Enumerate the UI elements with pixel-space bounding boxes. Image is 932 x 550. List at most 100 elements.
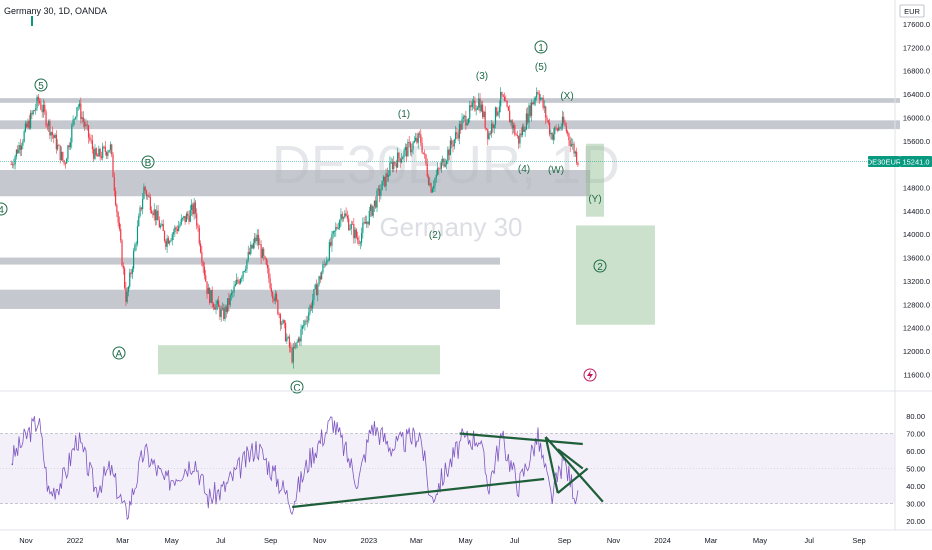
green-zone bbox=[158, 345, 440, 375]
candle-body bbox=[156, 210, 158, 221]
candle-body bbox=[573, 143, 575, 154]
candle-body bbox=[49, 121, 51, 136]
candle-body bbox=[86, 124, 88, 126]
candle-body bbox=[411, 149, 413, 153]
candle-body bbox=[72, 119, 74, 126]
candle-body bbox=[376, 190, 378, 208]
wave-label-2-paren: (2) bbox=[429, 230, 441, 241]
candle-body bbox=[326, 260, 328, 265]
candle-body bbox=[574, 151, 576, 154]
wave-label-4-paren: (4) bbox=[518, 164, 530, 175]
symbol-title[interactable]: Germany 30, 1D, OANDA bbox=[4, 6, 108, 16]
candle-body bbox=[528, 105, 530, 123]
wave-2-circle bbox=[593, 259, 607, 273]
time-tick-label: Sep bbox=[558, 536, 571, 545]
candle-body bbox=[315, 284, 318, 296]
candle-body bbox=[332, 231, 334, 234]
wave-label-b: B bbox=[145, 158, 152, 169]
candle-body bbox=[89, 137, 91, 140]
candle-body bbox=[550, 132, 552, 135]
event-icon[interactable] bbox=[583, 368, 597, 382]
candle-body bbox=[99, 148, 101, 157]
candle-body bbox=[502, 95, 504, 97]
candle-body bbox=[264, 256, 266, 259]
candle-body bbox=[398, 152, 400, 159]
candle-body bbox=[55, 134, 57, 150]
candle-body bbox=[236, 279, 238, 285]
candle-body bbox=[438, 168, 440, 170]
candle-body bbox=[87, 125, 90, 138]
candle-body bbox=[238, 281, 240, 284]
candle-body bbox=[439, 168, 441, 170]
candle-body bbox=[104, 146, 106, 152]
candle-body bbox=[406, 146, 408, 157]
candle-body bbox=[140, 207, 142, 209]
candle-body bbox=[491, 123, 493, 134]
candle-body bbox=[475, 109, 477, 111]
wave-label-4: 4 bbox=[0, 205, 4, 216]
candle-body bbox=[366, 221, 368, 224]
candle-body bbox=[500, 91, 502, 107]
rsi-trendline bbox=[544, 436, 559, 494]
rsi-tick-label: 50.00 bbox=[906, 465, 925, 474]
candle-body bbox=[518, 135, 520, 144]
candle-body bbox=[476, 107, 479, 110]
candle-body bbox=[215, 304, 217, 310]
time-tick-label: Jul bbox=[216, 536, 226, 545]
candle-body bbox=[180, 218, 182, 225]
candle-body bbox=[444, 164, 446, 167]
candle-body bbox=[162, 223, 164, 232]
price-axis[interactable]: 11600.0 12000.0 12400.0 12800.0 13200.0 13600… bbox=[903, 20, 930, 379]
candle-body bbox=[80, 103, 82, 120]
candle-body bbox=[312, 299, 314, 309]
candle-body bbox=[277, 300, 279, 315]
candle-body bbox=[75, 116, 77, 119]
time-tick-label: Sep bbox=[852, 536, 865, 545]
candle-body bbox=[282, 320, 284, 324]
last-price-symbol: DE30EUR bbox=[867, 158, 902, 167]
candle-body bbox=[45, 111, 47, 126]
candle-body bbox=[232, 292, 234, 293]
candle-body bbox=[201, 252, 203, 263]
candle-body bbox=[153, 209, 155, 216]
candle-body bbox=[470, 105, 472, 108]
candle-body bbox=[567, 131, 569, 134]
wave-label-1-circle: 1 bbox=[538, 43, 544, 54]
candle-body bbox=[123, 268, 126, 288]
price-tick-label: 13600.0 bbox=[903, 254, 930, 263]
candle-body bbox=[501, 91, 503, 96]
candle-body bbox=[292, 347, 294, 363]
wave-b-circle bbox=[141, 155, 155, 169]
candle-body bbox=[538, 93, 540, 100]
candle-body bbox=[265, 258, 267, 265]
candle-body bbox=[250, 244, 252, 255]
price-tick-label: 17200.0 bbox=[903, 43, 930, 52]
candle-body bbox=[118, 222, 121, 229]
candle-body bbox=[197, 225, 199, 228]
rsi-axis[interactable]: 20.00 30.00 40.00 50.00 60.00 70.00 80.00 bbox=[906, 412, 925, 526]
currency-box[interactable] bbox=[899, 4, 925, 18]
candle-body bbox=[358, 240, 360, 244]
candle-body bbox=[41, 109, 43, 113]
gray-zone bbox=[0, 169, 590, 197]
candle-body bbox=[510, 120, 512, 123]
candle-body bbox=[331, 233, 333, 246]
candle-body bbox=[447, 149, 449, 161]
candle-body bbox=[318, 276, 320, 285]
candle-body bbox=[120, 228, 122, 241]
candle-body bbox=[519, 133, 521, 144]
candle-body bbox=[299, 338, 301, 342]
candle-body bbox=[199, 243, 202, 253]
candle-body bbox=[76, 107, 78, 117]
candle-body bbox=[440, 162, 443, 169]
candle-body bbox=[95, 148, 97, 156]
price-tick-label: 17600.0 bbox=[903, 20, 930, 29]
candle-body bbox=[248, 251, 251, 255]
candle-body bbox=[107, 152, 109, 156]
candle-body bbox=[114, 190, 117, 205]
candle-body bbox=[515, 134, 517, 136]
candle-body bbox=[295, 342, 297, 348]
time-axis[interactable]: Nov 2022 Mar May Jul Sep Nov 2023 Mar May Jul Sep No… bbox=[19, 536, 865, 545]
candle-body bbox=[297, 338, 300, 342]
